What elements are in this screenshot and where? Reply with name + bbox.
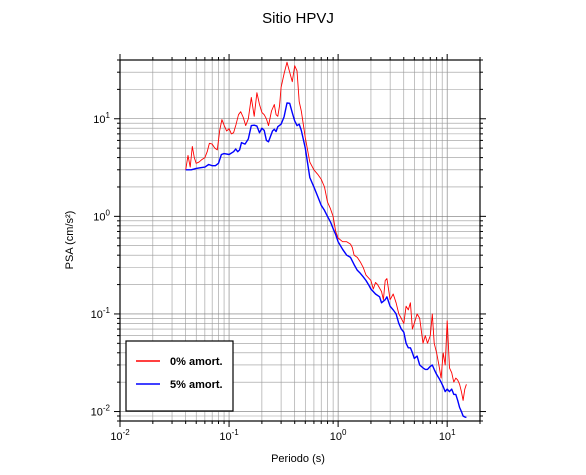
y-tick-label: 100 [93, 208, 110, 223]
y-axis-label: PSA (cm/s²) [64, 211, 76, 270]
plot-frame [119, 59, 481, 422]
legend-label-1: 5% amort. [170, 379, 223, 391]
y-tick-label: 10-2 [91, 404, 111, 419]
x-tick-label: 101 [439, 428, 456, 443]
chart-title: Sitio HPVJ [262, 10, 334, 27]
legend-box [125, 340, 234, 412]
x-tick-label: 10-1 [219, 428, 239, 443]
series-line-0 [185, 61, 467, 401]
y-tick-labels: 10-2 10-1 100 101 [91, 111, 111, 419]
x-tick-labels: 10-2 10-1 100 101 [110, 428, 456, 443]
series-line-1 [185, 102, 467, 419]
x-tick-label: 10-2 [110, 428, 130, 443]
y-tick-label: 101 [93, 111, 110, 126]
x-axis-label: Periodo (s) [271, 453, 325, 465]
x-tick-label: 100 [330, 428, 347, 443]
legend: 0% amort. 5% amort. [125, 340, 234, 412]
series-group [185, 61, 467, 419]
y-tick-label: 10-1 [91, 306, 111, 321]
axis-ticks [114, 54, 486, 427]
legend-label-0: 0% amort. [170, 356, 223, 368]
